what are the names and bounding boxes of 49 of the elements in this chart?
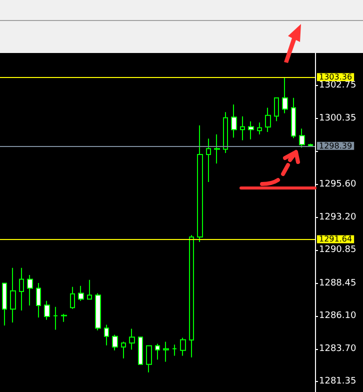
candlestick: [19, 267, 24, 311]
candlestick: [121, 341, 126, 359]
candlestick: [172, 344, 177, 356]
y-tick-label: 1288.45: [319, 278, 356, 288]
candlestick: [282, 76, 288, 114]
candlestick: [214, 134, 220, 164]
candlestick: [70, 286, 75, 310]
y-tick-label: 1281.35: [319, 376, 356, 387]
ref-line-label: 1291.64: [319, 234, 352, 244]
candlestick: [44, 300, 50, 320]
candlestick: [291, 97, 296, 139]
candlestick: [61, 313, 67, 322]
ref-line-label: 1298.39: [319, 141, 352, 150]
y-tick-label: 1293.20: [319, 212, 356, 223]
candlestick: [78, 285, 84, 302]
candlestick: [27, 274, 33, 306]
candlestick: [206, 138, 211, 182]
ref-line-label: 1303.36: [319, 72, 352, 82]
y-tick-label: 1300.35: [319, 114, 356, 124]
candlestick: [257, 122, 262, 135]
candlestick: [95, 292, 101, 331]
candlestick: [248, 120, 254, 140]
y-tick-label: 1290.85: [319, 245, 356, 256]
candlestick: [112, 334, 118, 351]
y-tick-label: 1302.75: [319, 80, 356, 91]
candlestick: [274, 97, 279, 122]
candlestick: [223, 112, 228, 154]
candlestick: [197, 124, 203, 243]
candlestick: [299, 128, 305, 148]
candlestick: [2, 282, 7, 326]
candlestick: [36, 282, 41, 318]
candlestick: [10, 267, 16, 324]
candlestick: [129, 328, 135, 350]
candlestick: [138, 336, 143, 365]
candlestick: [53, 306, 58, 330]
candlestick: [155, 343, 160, 360]
candlestick: [189, 234, 194, 358]
candlestick: [104, 324, 109, 346]
candlestick: [265, 107, 271, 133]
candlestick: [308, 143, 313, 148]
y-tick-label: 1286.10: [319, 310, 356, 321]
y-tick-label: 1283.70: [319, 344, 356, 354]
candlestick: [87, 279, 92, 300]
y-tick-label: 1295.60: [319, 179, 356, 190]
candlestick: [163, 341, 169, 362]
candlestick: [231, 104, 237, 138]
candlestick: [180, 337, 186, 356]
candlestick: [240, 116, 245, 141]
candlestick: [146, 345, 152, 373]
